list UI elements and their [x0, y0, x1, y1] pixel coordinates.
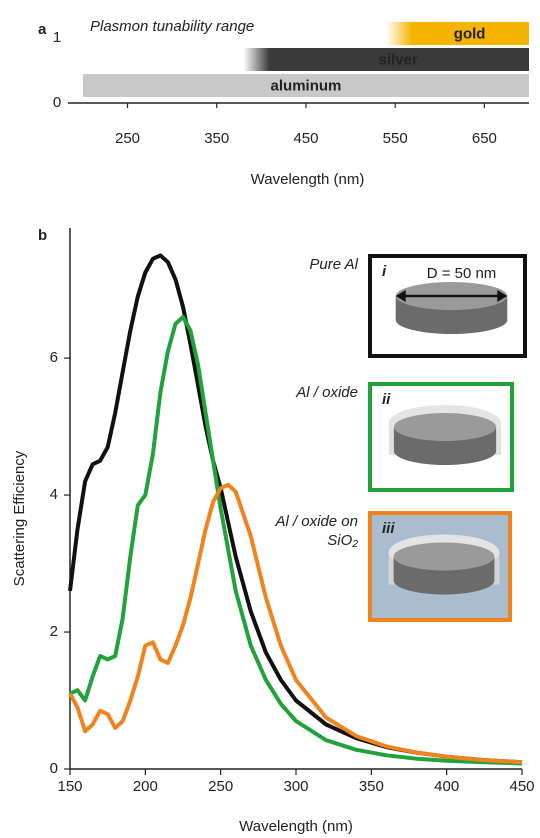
- y-tick-label: 6: [50, 349, 58, 366]
- inset-label: iii: [382, 520, 395, 537]
- x-tick-label: 250: [115, 130, 140, 147]
- legend-label: Pure Al: [309, 256, 358, 273]
- range-bar: [243, 48, 529, 71]
- y-tick-label: 4: [50, 486, 58, 503]
- x-axis-label: Wavelength (nm): [239, 818, 353, 835]
- y-tick-label: 0: [50, 760, 58, 777]
- y-tick-label: 1: [53, 29, 61, 46]
- panel-label: a: [38, 21, 47, 38]
- legend-label: Al / oxide on SiO₂: [275, 513, 358, 549]
- range-bar: [386, 22, 529, 45]
- x-tick-label: 350: [204, 130, 229, 147]
- x-tick-label: 250: [208, 778, 233, 795]
- disk-bottom: [395, 306, 508, 334]
- series-line: [69, 315, 523, 766]
- bar-label: aluminum: [271, 77, 342, 94]
- disk-bottom: [393, 566, 495, 595]
- y-tick-label: 2: [50, 623, 58, 640]
- panel-label: b: [38, 227, 47, 244]
- disk-top: [393, 413, 497, 441]
- x-tick-label: 300: [283, 778, 308, 795]
- bar-label: gold: [454, 25, 486, 42]
- x-tick-label: 650: [472, 130, 497, 147]
- disk-top: [393, 542, 495, 571]
- annotation: D = 50 nm: [427, 265, 497, 282]
- x-tick-label: 550: [383, 130, 408, 147]
- inset-label: ii: [382, 391, 391, 408]
- x-axis-label: Wavelength (nm): [251, 171, 365, 188]
- series-line: [68, 253, 523, 765]
- range-bar: [82, 74, 529, 97]
- disk-bottom: [393, 437, 497, 465]
- y-tick-label: 0: [53, 94, 61, 111]
- series-line: [68, 482, 523, 765]
- inset-label: i: [382, 263, 387, 280]
- bar-label: silver: [379, 51, 418, 68]
- x-tick-label: 450: [509, 778, 534, 795]
- x-tick-label: 350: [359, 778, 384, 795]
- y-axis-label: Scattering Efficiency: [11, 450, 28, 586]
- x-tick-label: 200: [133, 778, 158, 795]
- legend-label: Al / oxide: [296, 384, 358, 401]
- x-tick-label: 400: [434, 778, 459, 795]
- chart-title: Plasmon tunability range: [90, 18, 254, 35]
- x-tick-label: 450: [293, 130, 318, 147]
- x-tick-label: 150: [57, 778, 82, 795]
